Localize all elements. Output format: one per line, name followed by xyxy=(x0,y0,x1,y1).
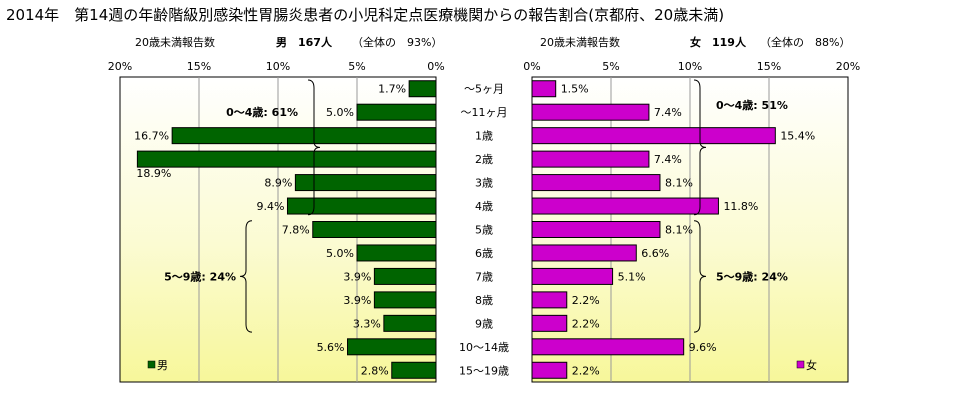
male-bar xyxy=(383,314,437,332)
female-bar-label: 2.2% xyxy=(572,294,600,307)
male-bar xyxy=(286,197,437,215)
male-bar-label: 2.8% xyxy=(361,364,389,377)
male-bar xyxy=(373,267,437,285)
male-bar-label: 9.4% xyxy=(257,200,285,213)
age-category-label: 6歳 xyxy=(475,247,493,260)
male-legend-swatch xyxy=(147,360,156,369)
male-group-brace xyxy=(239,220,253,333)
male-bar-label: 3.9% xyxy=(343,294,371,307)
right-header-label: 20歳未満報告数 xyxy=(540,36,620,49)
male-legend-label: 男 xyxy=(157,359,168,372)
male-bar xyxy=(356,244,437,262)
age-category-label: 4歳 xyxy=(475,200,493,213)
male-group-label: 0～4歳: 61% xyxy=(226,105,298,119)
male-bar xyxy=(347,338,437,356)
right-tick-label: 15% xyxy=(757,60,781,73)
left-tick-label: 10% xyxy=(266,60,290,73)
male-group-label: 5～9歳: 24% xyxy=(164,269,236,283)
male-bar xyxy=(136,150,437,168)
female-group-label: 0～4歳: 51% xyxy=(716,98,788,112)
female-bar xyxy=(531,174,661,192)
age-category-label: ～11ヶ月 xyxy=(461,106,508,119)
age-category-label: 7歳 xyxy=(475,270,493,283)
female-bar xyxy=(531,244,637,262)
female-bar xyxy=(531,80,557,98)
left-tick-label: 15% xyxy=(187,60,211,73)
age-category-label: 1歳 xyxy=(475,130,493,143)
male-bar xyxy=(356,103,437,121)
male-group-brace xyxy=(307,79,321,216)
female-group-brace xyxy=(693,79,707,216)
female-bar-label: 7.4% xyxy=(654,153,682,166)
female-bar xyxy=(531,103,650,121)
age-category-label: 3歳 xyxy=(475,177,493,190)
male-bar xyxy=(171,127,437,145)
female-bar-label: 8.1% xyxy=(665,224,693,237)
right-tick-label: 0% xyxy=(523,60,540,73)
female-bar-label: 11.8% xyxy=(723,200,758,213)
left-header-share: （全体の 93%） xyxy=(352,35,442,49)
female-bar xyxy=(531,361,568,379)
left-tick-label: 0% xyxy=(427,60,444,73)
male-bar-label: 5.0% xyxy=(326,247,354,260)
left-tick-label: 20% xyxy=(108,60,132,73)
female-group-label: 5～9歳: 24% xyxy=(716,269,788,283)
female-bar xyxy=(531,267,614,285)
right-tick-label: 20% xyxy=(836,60,860,73)
female-bar xyxy=(531,291,568,309)
age-category-label: 8歳 xyxy=(475,294,493,307)
female-bar-label: 6.6% xyxy=(641,247,669,260)
male-bar xyxy=(391,361,437,379)
male-bar xyxy=(294,174,437,192)
right-header-main: 女 119人 xyxy=(690,35,747,49)
female-bar xyxy=(531,150,650,168)
male-bar xyxy=(408,80,437,98)
female-bar-label: 2.2% xyxy=(572,364,600,377)
male-bar-label: 18.9% xyxy=(136,167,171,180)
female-bar-label: 8.1% xyxy=(665,177,693,190)
left-tick-label: 5% xyxy=(348,60,365,73)
age-category-label: 2歳 xyxy=(475,153,493,166)
male-bar-label: 5.6% xyxy=(317,341,345,354)
male-bar-label: 3.3% xyxy=(353,317,381,330)
female-bar-label: 15.4% xyxy=(780,130,815,143)
male-bar xyxy=(312,221,437,238)
age-category-label: 15～19歳 xyxy=(459,364,509,377)
female-bar xyxy=(531,221,661,238)
female-bar-label: 5.1% xyxy=(618,270,646,283)
female-bar-label: 9.6% xyxy=(689,341,717,354)
female-bar-label: 1.5% xyxy=(561,83,589,96)
female-bar-label: 7.4% xyxy=(654,106,682,119)
female-bar xyxy=(531,338,685,356)
age-category-label: 10～14歳 xyxy=(459,341,509,354)
female-bar xyxy=(531,197,719,215)
age-category-label: 9歳 xyxy=(475,317,493,330)
male-bar-label: 1.7% xyxy=(378,83,406,96)
left-header-main: 男 167人 xyxy=(276,35,333,49)
male-bar-label: 5.0% xyxy=(326,106,354,119)
male-bar-label: 7.8% xyxy=(282,224,310,237)
age-category-label: 5歳 xyxy=(475,224,493,237)
right-tick-label: 5% xyxy=(602,60,619,73)
right-header-share: （全体の 88%） xyxy=(760,35,850,49)
male-bar-label: 3.9% xyxy=(343,270,371,283)
chart-title: 2014年 第14週の年齢階級別感染性胃腸炎患者の小児科定点医療機関からの報告割… xyxy=(6,6,725,24)
male-bar-label: 8.9% xyxy=(264,177,292,190)
male-bar xyxy=(373,291,437,309)
female-legend-label: 女 xyxy=(806,358,817,372)
female-legend-swatch xyxy=(796,360,805,369)
female-bar xyxy=(531,314,568,332)
female-bar xyxy=(531,127,776,145)
left-header-label: 20歳未満報告数 xyxy=(135,36,215,49)
male-bar-label: 16.7% xyxy=(134,130,169,143)
age-category-label: ～5ヶ月 xyxy=(464,83,504,96)
right-tick-label: 10% xyxy=(678,60,702,73)
female-bar-label: 2.2% xyxy=(572,317,600,330)
female-group-brace xyxy=(693,220,707,333)
